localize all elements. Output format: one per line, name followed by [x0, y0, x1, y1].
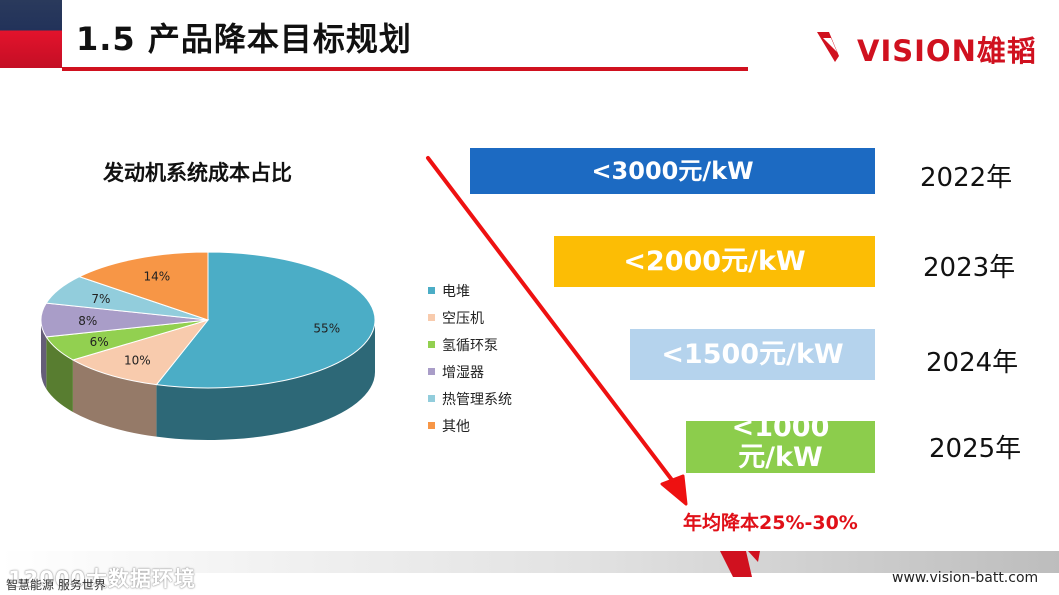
pie-slice-label: 14% [143, 270, 170, 284]
legend-swatch [428, 287, 435, 294]
target-bar-2023: <2000元/kW [554, 236, 875, 287]
legend-item: 电堆 [428, 277, 512, 304]
footer-url: www.vision-batt.com [892, 570, 1039, 586]
legend-label: 增湿器 [442, 364, 484, 381]
target-bar-2022: <3000元/kW [470, 148, 875, 194]
year-label-2024: 2024年 [926, 348, 1019, 378]
legend-item: 热管理系统 [428, 385, 512, 412]
legend-label: 空压机 [442, 310, 484, 327]
chart-legend: 电堆空压机氢循环泵增湿器热管理系统其他 [428, 277, 512, 439]
target-label-2025: <1000元/kW [731, 421, 830, 473]
pie-slice-side [46, 336, 73, 412]
footer-slogan: 智慧能源 服务世界 [6, 578, 106, 592]
target-label-2024: <1500元/kW [661, 339, 844, 370]
pie-slice-label: 55% [313, 322, 340, 336]
legend-item: 空压机 [428, 304, 512, 331]
footer-band [0, 551, 1059, 573]
pie-slice-side [41, 320, 47, 389]
company-logo: VISION雄韬 [815, 26, 1050, 68]
year-label-2023: 2023年 [923, 253, 1016, 283]
pie-slice [71, 319, 210, 386]
legend-item: 氢循环泵 [428, 331, 512, 358]
pie-slice-side [156, 320, 375, 440]
year-label-2022: 2022年 [920, 163, 1013, 193]
chart-title: 发动机系统成本占比 [103, 161, 292, 185]
legend-label: 其他 [442, 418, 470, 435]
legend-item: 其他 [428, 412, 512, 439]
target-label-2023: <2000元/kW [623, 246, 806, 277]
annual-cost-reduction-note: 年均降本25%-30% [683, 512, 858, 534]
pie-slice [155, 251, 376, 389]
pie-slice-label: 10% [124, 354, 151, 368]
year-label-2025: 2025年 [929, 434, 1022, 464]
pie-slice [78, 251, 209, 321]
slide-title: 1.5 产品降本目标规划 [76, 20, 412, 58]
legend-swatch [428, 341, 435, 348]
legend-label: 氢循环泵 [442, 337, 498, 354]
legend-label: 热管理系统 [442, 391, 512, 408]
pie-slice-side [72, 359, 157, 437]
legend-label: 电堆 [442, 283, 470, 300]
pie-slice-label: 8% [78, 314, 97, 328]
target-label-2022: <3000元/kW [591, 157, 754, 185]
legend-item: 增湿器 [428, 358, 512, 385]
legend-swatch [428, 422, 435, 429]
target-bar-2025: <1000元/kW [686, 421, 875, 473]
legend-swatch [428, 395, 435, 402]
watermark-text: 12000大数据环境 [8, 567, 197, 591]
title-underline [62, 67, 748, 71]
legend-swatch [428, 368, 435, 375]
header-corner-decoration [0, 0, 62, 68]
legend-swatch [428, 314, 435, 321]
pie-slice-label: 6% [90, 335, 109, 349]
logo-text: VISION雄韬 [857, 34, 1037, 68]
target-bar-2024: <1500元/kW [630, 329, 875, 380]
pie-slice-label: 7% [91, 292, 110, 306]
logo-swoosh-icon [817, 32, 839, 62]
